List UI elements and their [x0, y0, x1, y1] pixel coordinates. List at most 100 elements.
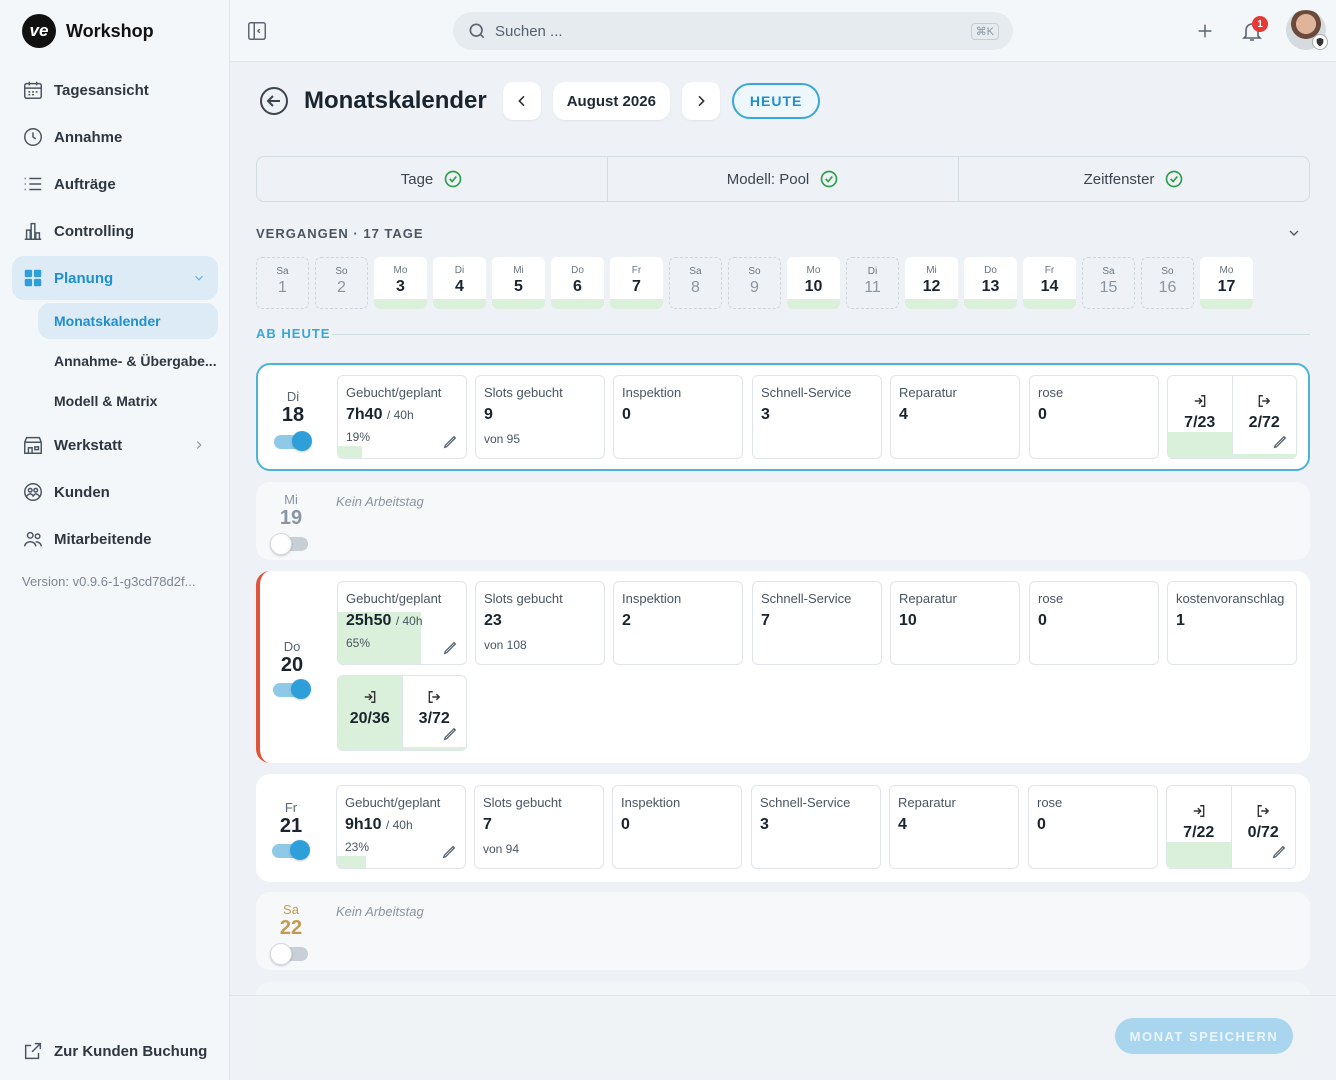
past-day-chip[interactable]: So 9: [728, 257, 781, 309]
card-label: Gebucht/geplant: [345, 795, 441, 810]
workday-toggle[interactable]: [274, 431, 312, 451]
day-header: Sa 22: [276, 902, 306, 940]
slots-card: Slots gebucht 7 von 94: [474, 785, 604, 869]
past-day-chip[interactable]: Mi 12: [905, 257, 958, 309]
card-value: 1: [1176, 612, 1185, 629]
prev-month-button[interactable]: [502, 82, 541, 120]
kunden-buchung-link[interactable]: Zur Kunden Buchung: [22, 1040, 207, 1062]
sidebar-item-werkstatt[interactable]: Werkstatt: [12, 423, 218, 467]
check-circle-icon: [444, 170, 462, 188]
sidebar-item-mitarbeitende[interactable]: Mitarbeitende: [12, 517, 218, 561]
tab-tage[interactable]: Tage: [257, 157, 608, 201]
reparatur-card: Reparatur 10: [890, 581, 1020, 665]
sidebar-item-planung[interactable]: Planung: [12, 256, 218, 300]
card-value: 0: [622, 406, 631, 423]
save-month-button[interactable]: MONAT SPEICHERN: [1115, 1018, 1293, 1054]
logout-icon: [1258, 395, 1271, 407]
plus-icon[interactable]: [1194, 20, 1216, 42]
checkin-half: 7/23: [1168, 376, 1232, 458]
calendar-icon: [24, 81, 42, 99]
checkout-half: 3/72: [401, 676, 466, 750]
today-button[interactable]: HEUTE: [731, 83, 821, 119]
external-link-icon: [24, 1042, 42, 1060]
past-day-chip[interactable]: Do 13: [964, 257, 1017, 309]
past-day-number: 1: [278, 279, 287, 296]
sidebar-nav: Tagesansicht Annahme Aufträge Controllin…: [12, 68, 218, 564]
search-input[interactable]: [495, 22, 971, 40]
pencil-icon[interactable]: [441, 844, 457, 860]
card-label: Slots gebucht: [483, 795, 562, 810]
past-day-chip[interactable]: Mo 17: [1200, 257, 1253, 309]
past-day-number: 10: [804, 278, 823, 295]
tab-modell-pool[interactable]: Modell: Pool: [608, 157, 959, 201]
past-day-number: 2: [337, 279, 346, 296]
card-value: 2: [622, 612, 631, 629]
checkout-value: 0/72: [1247, 824, 1279, 841]
kunden-buchung-label: Zur Kunden Buchung: [54, 1042, 208, 1060]
inspektion-card: Inspektion 0: [613, 375, 743, 459]
past-day-chip[interactable]: Mo 3: [374, 257, 427, 309]
past-day-chip[interactable]: Di 4: [433, 257, 486, 309]
workday-toggle[interactable]: [273, 679, 311, 699]
past-day-chip[interactable]: So 16: [1141, 257, 1194, 309]
past-day-chip[interactable]: Fr 14: [1023, 257, 1076, 309]
sidebar-item-auftraege[interactable]: Aufträge: [12, 162, 218, 206]
reparatur-card: Reparatur 4: [889, 785, 1019, 869]
pencil-icon[interactable]: [1271, 844, 1287, 860]
card-value: 3: [761, 406, 770, 423]
chevron-right-icon: [698, 95, 705, 107]
sidebar-item-kunden[interactable]: Kunden: [12, 470, 218, 514]
past-day-weekday: Mi: [513, 265, 524, 276]
sidebar-item-tagesansicht[interactable]: Tagesansicht: [12, 68, 218, 112]
booked-card: Gebucht/geplant 7h40 / 40h 19%: [337, 375, 467, 459]
past-day-chip[interactable]: Fr 7: [610, 257, 663, 309]
past-day-chip[interactable]: Sa 1: [256, 257, 309, 309]
weekday-label: Di: [286, 389, 300, 404]
tab-zeitfenster[interactable]: Zeitfenster: [959, 157, 1309, 201]
login-icon: [364, 691, 376, 703]
day-number: 21: [279, 815, 303, 837]
pencil-icon[interactable]: [442, 434, 458, 450]
sidebar-item-label: Kunden: [54, 483, 110, 501]
past-day-chip[interactable]: Sa 8: [669, 257, 722, 309]
pencil-icon[interactable]: [1272, 434, 1288, 450]
next-month-button[interactable]: [681, 82, 720, 120]
past-day-chip[interactable]: Mi 5: [492, 257, 545, 309]
sidebar-toggle-icon[interactable]: [246, 20, 268, 42]
card-label: rose: [1037, 795, 1063, 810]
past-day-number: 5: [514, 278, 523, 295]
past-day-chip[interactable]: Do 6: [551, 257, 604, 309]
card-label: Schnell-Service: [761, 591, 852, 606]
past-day-chip[interactable]: So 2: [315, 257, 368, 309]
back-arrow-icon[interactable]: [258, 85, 290, 117]
past-day-chip[interactable]: Mo 10: [787, 257, 840, 309]
workday-toggle[interactable]: [270, 943, 308, 965]
no-workday-label: Kein Arbeitstag: [336, 494, 424, 509]
sidebar-subitem-modell-matrix[interactable]: Modell & Matrix: [54, 393, 158, 409]
pencil-icon[interactable]: [442, 640, 458, 656]
search-bar[interactable]: ⌘K: [453, 12, 1013, 50]
pencil-icon[interactable]: [442, 726, 458, 742]
workday-toggle[interactable]: [272, 840, 310, 860]
sidebar-item-label: Annahme: [54, 128, 123, 146]
day-row: Do 20 Gebucht/geplant 25h50 / 40h 65% Sl…: [256, 571, 1310, 763]
chevron-down-icon[interactable]: [1286, 225, 1302, 241]
card-value: 4: [899, 406, 908, 423]
past-day-chip[interactable]: Sa 15: [1082, 257, 1135, 309]
sidebar-subitem-annahme-uebergabe[interactable]: Annahme- & Übergabe...: [54, 353, 217, 369]
past-day-number: 12: [922, 278, 941, 295]
month-label[interactable]: August 2026: [552, 82, 670, 120]
past-day-number: 11: [864, 279, 881, 296]
page-title: Monatskalender: [304, 87, 487, 114]
main-content: Monatskalender August 2026 HEUTE Tage Mo…: [230, 62, 1336, 1080]
sidebar-item-annahme[interactable]: Annahme: [12, 115, 218, 159]
sidebar-item-controlling[interactable]: Controlling: [12, 209, 218, 253]
sidebar-subitem-monatskalender[interactable]: Monatskalender: [38, 303, 218, 339]
capacity-hours: / 40h: [385, 818, 413, 832]
brand[interactable]: ve Workshop: [22, 14, 154, 48]
card-label: Reparatur: [899, 385, 957, 400]
booked-progress-fill: [338, 446, 363, 458]
workday-toggle[interactable]: [270, 533, 308, 555]
past-day-chip[interactable]: Di 11: [846, 257, 899, 309]
past-day-fill: [964, 299, 1017, 309]
